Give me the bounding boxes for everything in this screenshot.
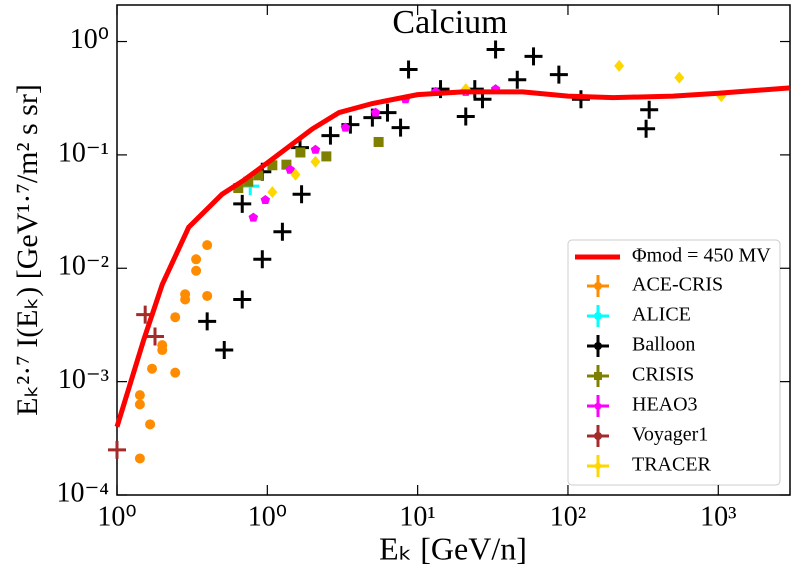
data-point: [267, 186, 278, 199]
data-point: [267, 160, 278, 171]
data-point: [508, 70, 527, 89]
data-point: [273, 222, 292, 241]
data-point: [594, 432, 602, 440]
x-tick-label: 10²: [550, 501, 586, 532]
data-point: [594, 372, 602, 380]
data-point: [640, 100, 659, 119]
data-point: [292, 185, 311, 204]
data-point: [594, 402, 602, 410]
chart-title: Calcium: [392, 4, 507, 41]
data-point: [391, 118, 410, 137]
x-tick-label: 10⁰: [248, 501, 287, 532]
data-point: [170, 312, 181, 323]
data-point: [253, 170, 264, 181]
x-tick-label: 10¹: [399, 501, 435, 532]
legend-label: ACE-CRIS: [632, 274, 723, 296]
legend-label: Balloon: [632, 334, 695, 356]
data-point: [295, 147, 306, 158]
data-point: [378, 103, 397, 122]
data-point: [180, 289, 191, 300]
data-point: [370, 107, 381, 117]
y-tick-label: 10⁻¹: [58, 137, 109, 168]
data-point: [198, 312, 217, 331]
y-tick-label: 10⁰: [70, 24, 109, 55]
y-tick-label: 10⁻²: [58, 251, 109, 282]
y-tick-label: 10⁻³: [58, 364, 109, 395]
data-point: [594, 461, 602, 471]
data-point: [486, 40, 505, 59]
data-point: [243, 176, 254, 187]
data-point: [260, 195, 271, 205]
data-point: [233, 290, 252, 309]
data-point: [373, 136, 384, 147]
data-point: [456, 107, 475, 126]
data-point: [202, 240, 213, 251]
data-point: [233, 194, 252, 213]
data-point: [134, 390, 145, 401]
data-point: [321, 126, 340, 145]
data-point: [310, 144, 321, 154]
x-tick-label: 10⁰: [97, 501, 136, 532]
data-point: [340, 122, 351, 132]
data-point: [191, 265, 202, 276]
data-point: [145, 419, 156, 430]
data-point: [147, 363, 158, 374]
y-axis-label: Eₖ²·⁷ I(Eₖ) [GeV¹·⁷/m² s sr]: [11, 84, 44, 416]
data-point: [191, 254, 202, 265]
data-point: [637, 119, 656, 138]
data-point: [146, 327, 165, 346]
data-point: [674, 71, 685, 84]
legend-box: [567, 239, 781, 486]
legend-label: CRISIS: [632, 364, 694, 386]
data-point: [215, 341, 234, 360]
data-point: [290, 168, 301, 181]
data-point: [594, 282, 602, 290]
data-point: [134, 399, 145, 410]
model-line: [114, 85, 791, 428]
data-point: [233, 183, 244, 194]
data-point: [281, 159, 292, 170]
x-axis-label: Eₖ [GeV/n]: [379, 530, 527, 566]
data-point: [524, 47, 543, 66]
x-tick-label: 10³: [700, 501, 736, 532]
legend-label: TRACER: [632, 454, 712, 476]
data-point: [310, 155, 321, 168]
data-point: [157, 340, 168, 351]
data-point: [594, 312, 602, 320]
data-point: [248, 212, 259, 222]
data-point: [285, 164, 295, 174]
data-point: [134, 453, 145, 464]
data-point: [170, 367, 181, 378]
data-point: [399, 60, 418, 79]
data-point: [253, 250, 272, 269]
legend-label: HEAO3: [632, 394, 698, 416]
data-point: [614, 59, 625, 72]
legend-label: ALICE: [632, 304, 691, 326]
data-point: [321, 151, 332, 162]
data-point: [594, 342, 602, 350]
data-point: [108, 440, 126, 459]
legend-label: Voyager1: [632, 424, 708, 446]
data-point: [202, 290, 213, 301]
y-tick-label: 10⁻⁴: [56, 477, 109, 508]
legend-label: Φmod = 450 MV: [632, 245, 771, 267]
plot-frame: [116, 4, 791, 496]
data-point: [549, 65, 568, 84]
